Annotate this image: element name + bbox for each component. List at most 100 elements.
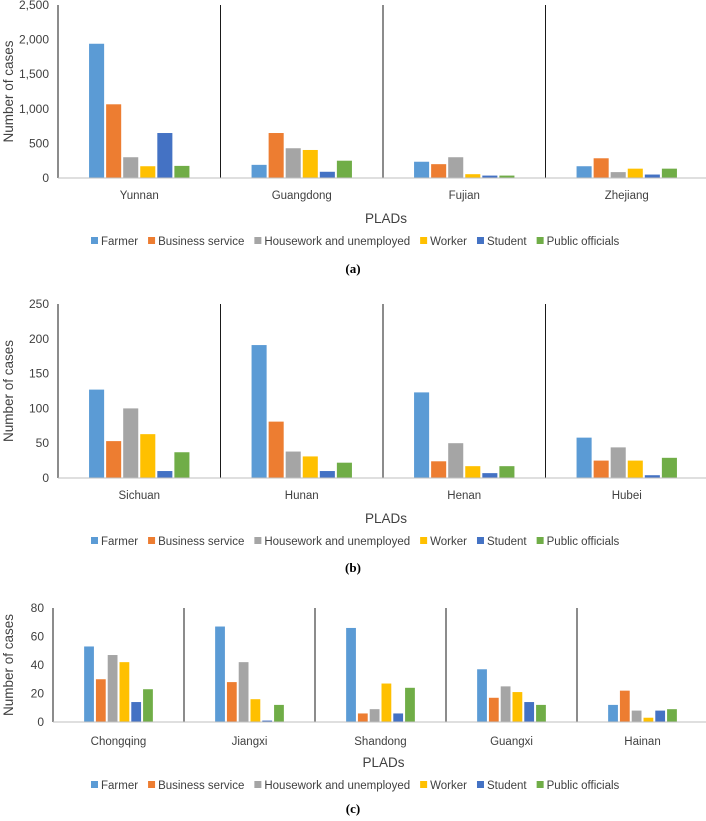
- bar-worker-jiangxi: [250, 699, 261, 722]
- bar-public-officials-yunnan: [174, 165, 190, 178]
- bar-housework-and-unemployed-hunan: [285, 451, 301, 478]
- category-label: Yunnan: [120, 190, 159, 202]
- bar-business-service-yunnan: [106, 104, 122, 178]
- bar-worker-chongqing: [119, 662, 130, 722]
- legend-label: Housework and unemployed: [264, 536, 410, 548]
- legend-label: Student: [487, 536, 527, 548]
- chart-panel-3: 0 20 40 60 80 Number of cases Chongqing Jiangxi…: [1, 601, 706, 816]
- bar-worker-hainan: [643, 717, 654, 722]
- bar-business-service-guangdong: [268, 133, 284, 178]
- legend-label: Public officials: [547, 780, 620, 792]
- bar-student-sichuan: [157, 471, 173, 478]
- bar-worker-fujian: [465, 174, 481, 178]
- y-axis-title: Number of cases: [1, 614, 16, 716]
- bar-housework-and-unemployed-hainan: [631, 710, 642, 722]
- y-axis-title: Number of cases: [1, 340, 16, 442]
- y-tick-label: 0: [42, 171, 49, 185]
- bar-student-chongqing: [131, 702, 142, 722]
- bar-public-officials-guangxi: [536, 704, 546, 722]
- bar-worker-shandong: [381, 683, 392, 722]
- bar-business-service-henan: [431, 461, 447, 478]
- legend-swatch: [476, 781, 484, 788]
- bar-farmer-shandong: [346, 627, 356, 722]
- bar-public-officials-zhejiang: [661, 168, 677, 178]
- y-tick-label: 0: [42, 471, 49, 485]
- bar-student-henan: [482, 473, 498, 478]
- chart-panel-1: 0 500 1,000 1,500 2,000 2,500 Number of cases Y…: [1, 0, 706, 276]
- bar-student-guangdong: [319, 171, 335, 178]
- y-tick-label: 500: [29, 136, 49, 150]
- category-label: Sichuan: [118, 490, 160, 502]
- legend: Farmer Business service Housework and unem…: [91, 536, 620, 548]
- y-tick-label: 150: [29, 367, 49, 381]
- bar-farmer-guangdong: [251, 164, 267, 178]
- bar-housework-and-unemployed-sichuan: [123, 408, 139, 478]
- bar-business-service-jiangxi: [226, 682, 237, 722]
- legend-label: Worker: [430, 780, 467, 792]
- bar-public-officials-henan: [499, 466, 515, 478]
- legend: Farmer Business service Housework and unem…: [91, 780, 620, 792]
- legend-swatch: [420, 781, 428, 788]
- legend-label: Housework and unemployed: [264, 780, 410, 792]
- category-label: Jiangxi: [232, 736, 268, 748]
- bar-housework-and-unemployed-jiangxi: [238, 662, 249, 722]
- category-label: Hubei: [612, 490, 642, 502]
- bar-farmer-fujian: [414, 161, 430, 178]
- y-tick-label: 50: [36, 436, 50, 450]
- bar-farmer-henan: [414, 392, 430, 478]
- y-tick-label: 2,500: [19, 0, 49, 12]
- bar-worker-guangdong: [302, 149, 318, 178]
- y-tick-label: 2,000: [19, 33, 49, 47]
- legend-swatch: [254, 781, 262, 788]
- x-axis-title: PLADs: [362, 755, 404, 770]
- legend-swatch: [148, 537, 156, 544]
- bar-business-service-hubei: [593, 460, 609, 478]
- category-label: Guangxi: [490, 736, 533, 748]
- bar-business-service-shandong: [357, 713, 368, 722]
- bar-housework-and-unemployed-shandong: [369, 709, 380, 722]
- bar-business-service-chongqing: [95, 679, 106, 722]
- bar-student-guangxi: [524, 702, 535, 722]
- bar-worker-henan: [465, 466, 481, 478]
- bar-worker-hubei: [627, 460, 643, 478]
- bar-housework-and-unemployed-guangdong: [285, 148, 301, 178]
- bar-student-hunan: [319, 471, 335, 478]
- panel-label: (b): [345, 560, 361, 575]
- bar-student-hainan: [655, 710, 666, 722]
- legend-swatch: [148, 781, 156, 788]
- category-label: Hainan: [624, 736, 660, 748]
- bar-worker-zhejiang: [627, 168, 643, 178]
- y-tick-label: 80: [31, 601, 45, 615]
- legend-label: Business service: [158, 236, 244, 248]
- x-axis-title: PLADs: [365, 511, 407, 526]
- category-label: Hunan: [285, 490, 319, 502]
- y-axis-title: Number of cases: [1, 40, 16, 142]
- legend-label: Farmer: [101, 236, 138, 248]
- bar-public-officials-hainan: [667, 709, 677, 722]
- legend-label: Farmer: [101, 780, 138, 792]
- bar-public-officials-hunan: [336, 462, 352, 478]
- legend-label: Student: [487, 780, 527, 792]
- bar-student-hubei: [644, 475, 660, 478]
- bar-farmer-sichuan: [89, 389, 105, 478]
- bar-student-fujian: [482, 175, 498, 178]
- category-label: Guangdong: [272, 190, 332, 202]
- y-tick-label: 1,500: [19, 67, 49, 81]
- y-tick-label: 40: [31, 658, 45, 672]
- bar-housework-and-unemployed-guangxi: [500, 686, 511, 722]
- bar-farmer-hainan: [608, 704, 618, 722]
- category-label: Henan: [447, 490, 481, 502]
- bar-worker-hunan: [302, 456, 318, 478]
- bar-public-officials-chongqing: [143, 689, 153, 722]
- legend-label: Business service: [158, 780, 244, 792]
- y-tick-label: 20: [31, 687, 45, 701]
- bar-farmer-hunan: [251, 345, 267, 478]
- category-label: Zhejiang: [605, 190, 649, 202]
- y-tick-label: 60: [31, 630, 45, 644]
- bar-farmer-zhejiang: [576, 166, 592, 178]
- legend-swatch: [476, 537, 484, 544]
- legend-swatch: [420, 537, 428, 544]
- bar-housework-and-unemployed-fujian: [448, 157, 464, 178]
- bar-farmer-yunnan: [89, 43, 105, 178]
- bar-business-service-fujian: [431, 164, 447, 178]
